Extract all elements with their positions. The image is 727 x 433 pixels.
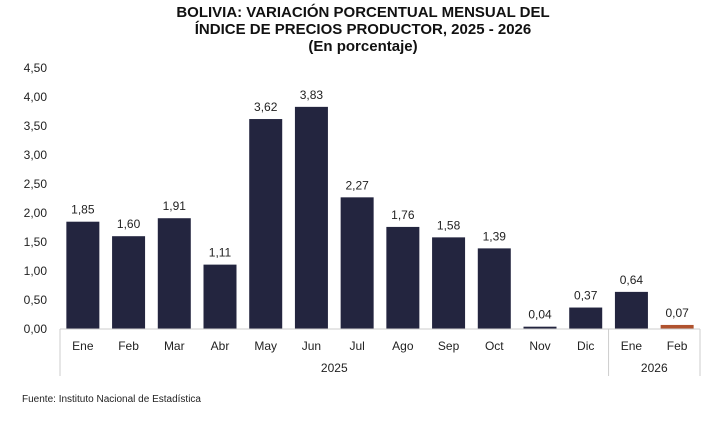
bar [112,236,146,329]
bar [249,119,283,329]
bar [660,324,694,329]
year-label: 2026 [641,361,668,375]
y-tick-label: 4,50 [24,61,48,75]
data-label: 1,11 [209,246,232,260]
x-tick-label: Ago [392,339,414,353]
x-tick-label: Feb [118,339,139,353]
bar [203,264,237,329]
x-tick-label: May [254,339,277,353]
x-tick-label: Jun [302,339,321,353]
data-label: 3,83 [300,88,324,102]
bar [340,197,374,329]
x-tick-label: Jul [349,339,364,353]
chart-title-line: BOLIVIA: VARIACIÓN PORCENTUAL MENSUAL DE… [176,3,549,21]
bar [386,226,420,329]
bar [569,307,603,329]
data-label: 0,04 [528,308,552,322]
data-label: 1,39 [483,229,507,243]
x-tick-label: Dic [577,339,594,353]
bar [523,326,557,329]
y-tick-label: 1,00 [24,264,48,278]
bar [157,218,191,329]
x-tick-label: Ene [72,339,94,353]
data-label: 1,60 [117,217,141,231]
y-tick-label: 3,00 [24,148,48,162]
data-label: 1,76 [391,208,415,222]
data-label: 0,64 [620,273,644,287]
x-tick-label: Feb [667,339,688,353]
x-tick-label: Oct [485,339,504,353]
data-label: 3,62 [254,100,278,114]
chart-title-line: (En porcentaje) [308,38,417,55]
chart-title-line: ÍNDICE DE PRECIOS PRODUCTOR, 2025 - 2026 [195,21,532,38]
y-tick-label: 0,00 [24,322,48,336]
bar [432,237,466,329]
y-tick-label: 2,00 [24,206,48,220]
year-label: 2025 [321,361,348,375]
data-label: 0,37 [574,289,598,303]
x-tick-label: Mar [164,339,185,353]
y-tick-label: 1,50 [24,235,48,249]
y-tick-label: 3,50 [24,119,48,133]
data-label: 1,85 [71,203,95,217]
y-tick-label: 4,00 [24,90,48,104]
data-label: 1,91 [163,199,187,213]
bar [66,221,100,329]
data-label: 0,07 [665,306,689,320]
bar [477,248,511,329]
bar [294,106,328,329]
x-tick-label: Sep [438,339,460,353]
data-label: 2,27 [345,178,369,192]
x-tick-label: Ene [621,339,643,353]
data-label: 1,58 [437,218,461,232]
bar [614,291,648,329]
y-tick-label: 0,50 [24,293,48,307]
x-tick-label: Abr [211,339,230,353]
source-note: Fuente: Instituto Nacional de Estadístic… [22,394,201,405]
x-tick-label: Nov [529,339,550,353]
y-tick-label: 2,50 [24,177,48,191]
